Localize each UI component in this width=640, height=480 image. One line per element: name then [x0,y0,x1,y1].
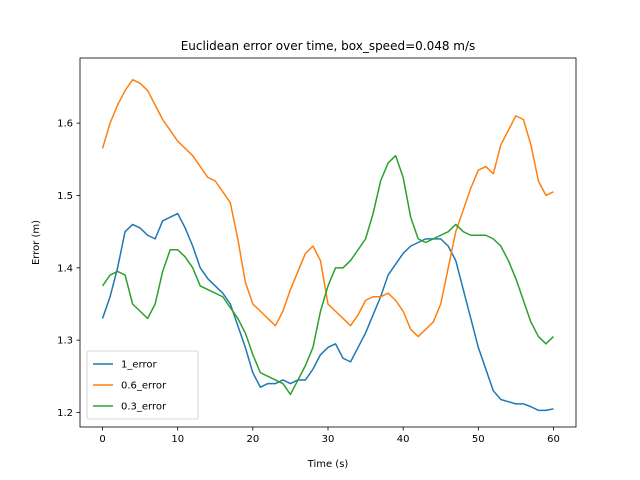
x-tick-label: 30 [322,434,335,445]
legend: 1_error 0.6_error 0.3_error [86,350,199,420]
series-line-0 [101,212,554,412]
chart-title: Euclidean error over time, box_speed=0.0… [181,39,476,53]
y-tick-label: 1.3 [57,336,73,347]
series-line-2 [101,154,554,396]
y-axis-label: Error (m) [31,220,42,265]
x-axis-label: Time (s) [307,459,349,470]
x-tick-label: 50 [472,434,485,445]
x-tick-label: 20 [246,434,259,445]
y-tick-label: 1.6 [57,119,73,130]
y-tick-label: 1.5 [57,191,73,202]
legend-label-1: 0.6_error [121,381,167,392]
series-line-1 [101,78,554,338]
plot-lines [101,78,554,412]
y-tick-label: 1.2 [57,408,73,419]
x-tick-label: 10 [171,434,184,445]
y-axis: 1.2 1.3 1.4 1.5 1.6 [57,119,80,419]
y-tick-label: 1.4 [57,263,73,274]
x-tick-label: 60 [547,434,560,445]
x-tick-label: 0 [99,434,105,445]
legend-box [86,350,199,420]
legend-label-2: 0.3_error [121,402,167,413]
x-tick-label: 40 [397,434,410,445]
x-axis: 0 10 20 30 40 50 60 [99,427,560,445]
legend-label-0: 1_error [121,360,157,371]
